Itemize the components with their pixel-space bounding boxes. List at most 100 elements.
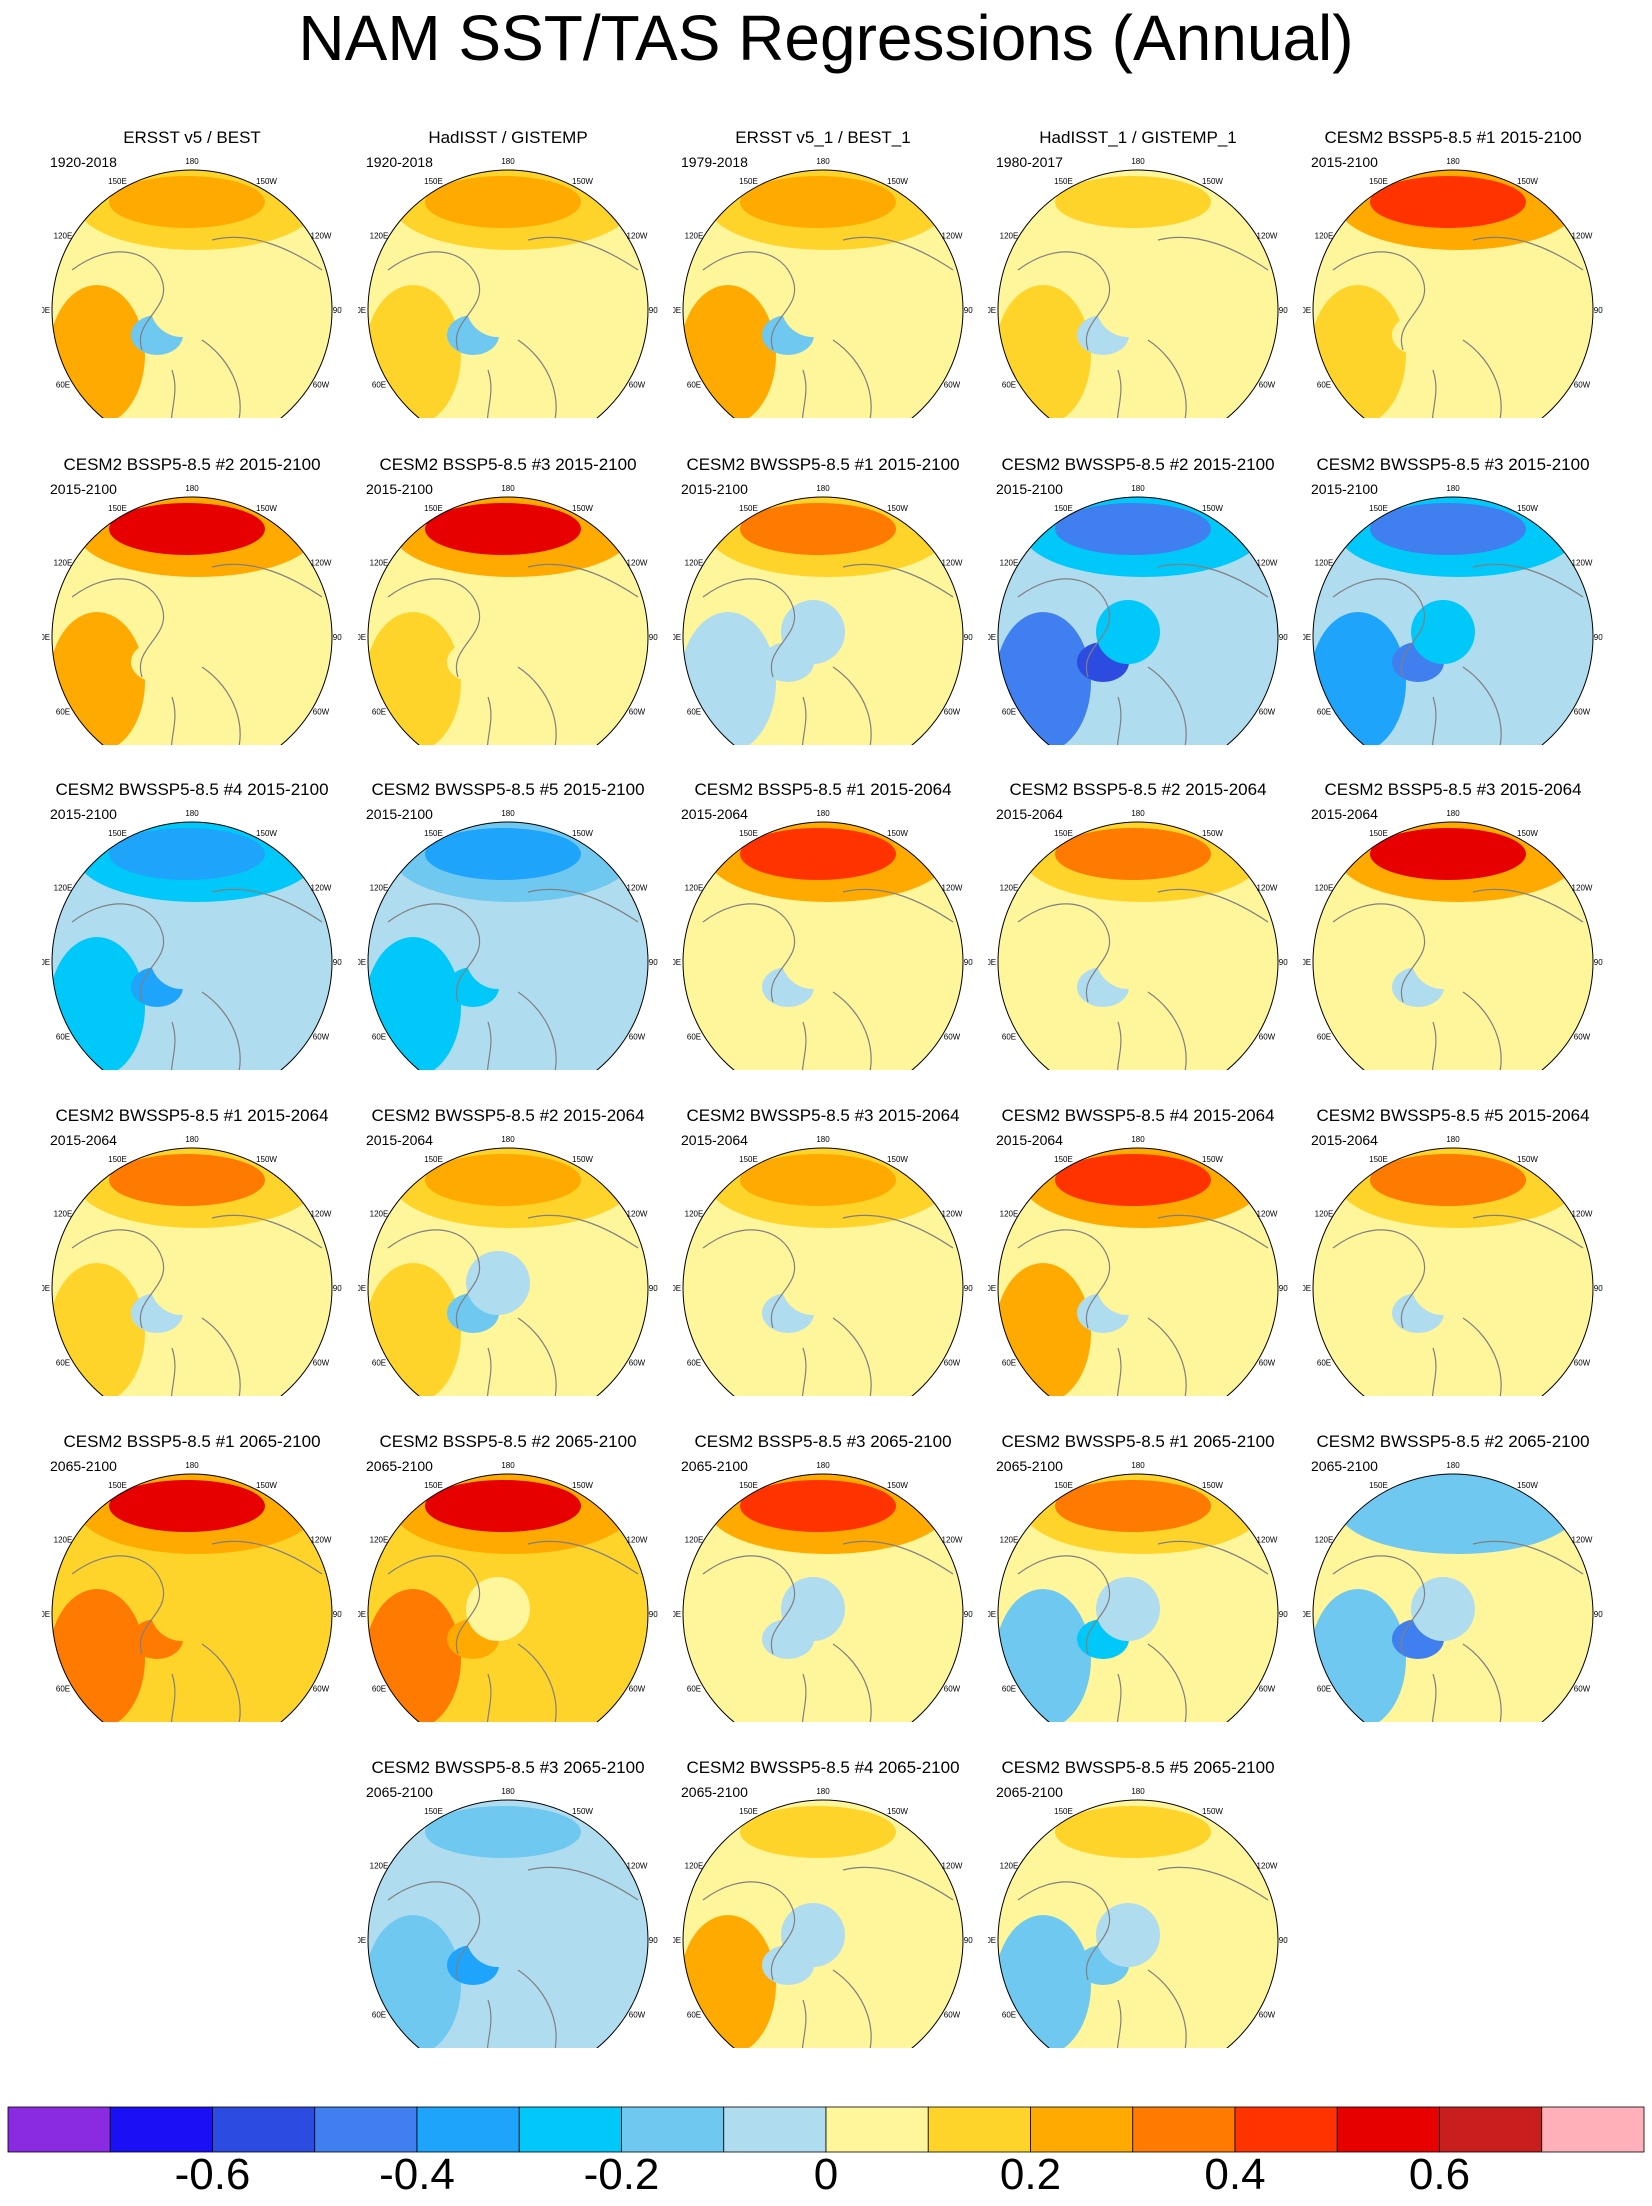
colorbar-swatch bbox=[621, 2106, 725, 2153]
longitude-label: 180 bbox=[816, 484, 830, 493]
longitude-label: 90E bbox=[1303, 633, 1311, 642]
longitude-label: 60E bbox=[1317, 1359, 1331, 1368]
chart-title: NAM SST/TAS Regressions (Annual) bbox=[298, 2, 1354, 74]
arctic-field bbox=[781, 1577, 845, 1641]
longitude-label: 60W bbox=[629, 2011, 646, 2020]
longitude-label: 60W bbox=[1574, 1359, 1591, 1368]
longitude-label: 180 bbox=[1131, 809, 1145, 818]
polar-map: 030E60E90E120E150E180150W120W90W60W30W bbox=[988, 157, 1288, 418]
longitude-label: 120E bbox=[1315, 884, 1334, 893]
pacific-core-field bbox=[1055, 503, 1211, 555]
arctic-field bbox=[1411, 600, 1475, 664]
panel-title: CESM2 BWSSP5-8.5 #4 2015-2100 bbox=[55, 780, 329, 799]
longitude-label: 90W bbox=[649, 958, 658, 967]
panel-title: ERSST v5 / BEST bbox=[123, 128, 261, 147]
longitude-label: 90E bbox=[358, 1610, 366, 1619]
panel-title: CESM2 BSSP5-8.5 #1 2015-2100 bbox=[1324, 128, 1582, 147]
longitude-label: 180 bbox=[501, 1461, 515, 1470]
longitude-label: 60E bbox=[372, 1359, 386, 1368]
longitude-label: 150W bbox=[887, 504, 908, 513]
longitude-label: 60W bbox=[944, 1685, 961, 1694]
coastline bbox=[71, 563, 323, 745]
polar-map: 030E60E90E120E150E180150W120W90W60W30W bbox=[358, 157, 658, 418]
longitude-label: 90E bbox=[673, 958, 681, 967]
longitude-label: 90E bbox=[1303, 1284, 1311, 1293]
longitude-label: 150E bbox=[424, 1807, 443, 1816]
longitude-label: 150W bbox=[572, 1155, 593, 1164]
panel-period: 2015-2100 bbox=[1311, 481, 1378, 497]
longitude-label: 90E bbox=[358, 633, 366, 642]
map-panel: CESM2 BWSSP5-8.5 #5 2015-2064030E60E90E1… bbox=[1303, 1106, 1603, 1396]
colorbar-swatch bbox=[1234, 2106, 1338, 2153]
longitude-label: 120E bbox=[370, 232, 389, 241]
longitude-label: 120W bbox=[1257, 1862, 1278, 1871]
longitude-label: 150W bbox=[572, 177, 593, 186]
map-boundary bbox=[51, 1147, 333, 1396]
pacific-core-field bbox=[425, 1806, 581, 1858]
longitude-label: 60W bbox=[1259, 381, 1276, 390]
longitude-label: 120W bbox=[311, 884, 332, 893]
longitude-label: 180 bbox=[1131, 157, 1145, 166]
coastline bbox=[1332, 1540, 1584, 1722]
map-panel: CESM2 BWSSP5-8.5 #4 2015-2064030E60E90E1… bbox=[988, 1106, 1288, 1396]
coastline bbox=[702, 1540, 954, 1722]
longitude-label: 150W bbox=[887, 1807, 908, 1816]
longitude-label: 120W bbox=[942, 559, 963, 568]
panel-period: 2015-2064 bbox=[50, 1132, 117, 1148]
longitude-label: 120E bbox=[54, 884, 73, 893]
longitude-label: 60W bbox=[313, 1359, 330, 1368]
polar-map: 030E60E90E120E150E180150W120W90W60W30W bbox=[673, 157, 973, 418]
coastline bbox=[1017, 236, 1269, 418]
longitude-label: 150E bbox=[739, 829, 758, 838]
panel-period: 2015-2064 bbox=[366, 1132, 433, 1148]
map-boundary bbox=[997, 1799, 1279, 2048]
longitude-label: 90W bbox=[964, 1610, 973, 1619]
polar-map: 030E60E90E120E150E180150W120W90W60W30W bbox=[42, 484, 342, 745]
longitude-label: 60E bbox=[687, 1359, 701, 1368]
longitude-label: 120E bbox=[370, 559, 389, 568]
longitude-label: 90E bbox=[1303, 1610, 1311, 1619]
arctic-field bbox=[150, 1251, 214, 1315]
pacific-core-field bbox=[425, 828, 581, 880]
map-panel: CESM2 BSSP5-8.5 #1 2015-2100030E60E90E12… bbox=[1303, 128, 1603, 418]
polar-map: 030E60E90E120E150E180150W120W90W60W30W bbox=[358, 1787, 658, 2048]
longitude-label: 120E bbox=[54, 559, 73, 568]
pacific-core-field bbox=[740, 503, 896, 555]
longitude-label: 60E bbox=[1002, 381, 1016, 390]
longitude-label: 150E bbox=[1054, 177, 1073, 186]
longitude-label: 90W bbox=[649, 1936, 658, 1945]
colorbar-tick-label: -0.4 bbox=[379, 2150, 455, 2199]
longitude-label: 150W bbox=[1517, 1481, 1538, 1490]
arctic-field bbox=[150, 600, 214, 664]
arctic-field bbox=[1411, 1577, 1475, 1641]
panel-title: CESM2 BSSP5-8.5 #3 2015-2064 bbox=[1324, 780, 1582, 799]
longitude-label: 150W bbox=[572, 504, 593, 513]
longitude-label: 60E bbox=[687, 381, 701, 390]
longitude-label: 90W bbox=[964, 633, 973, 642]
longitude-label: 120W bbox=[1572, 884, 1593, 893]
map-boundary bbox=[367, 1147, 649, 1396]
panel-title: CESM2 BWSSP5-8.5 #2 2015-2100 bbox=[1001, 455, 1275, 474]
longitude-label: 60W bbox=[1259, 708, 1276, 717]
longitude-label: 150E bbox=[424, 1481, 443, 1490]
arctic-field bbox=[466, 600, 530, 664]
longitude-label: 180 bbox=[1446, 1461, 1460, 1470]
longitude-label: 150E bbox=[108, 829, 127, 838]
longitude-label: 60W bbox=[1259, 1685, 1276, 1694]
panel-period: 2015-2064 bbox=[1311, 1132, 1378, 1148]
longitude-label: 60E bbox=[1317, 708, 1331, 717]
map-boundary bbox=[997, 1147, 1279, 1396]
longitude-label: 120E bbox=[1000, 1536, 1019, 1545]
longitude-label: 120W bbox=[1257, 1536, 1278, 1545]
panel-period: 2065-2100 bbox=[50, 1458, 117, 1474]
longitude-label: 180 bbox=[1131, 1787, 1145, 1796]
longitude-label: 120E bbox=[1315, 559, 1334, 568]
coastline bbox=[1332, 563, 1584, 745]
panel-period: 2015-2064 bbox=[681, 806, 748, 822]
panel-period: 2065-2100 bbox=[366, 1784, 433, 1800]
longitude-label: 120E bbox=[370, 1862, 389, 1871]
coastline bbox=[387, 888, 639, 1070]
longitude-label: 150W bbox=[1517, 504, 1538, 513]
longitude-label: 60W bbox=[1574, 1685, 1591, 1694]
panel-title: CESM2 BWSSP5-8.5 #3 2015-2064 bbox=[686, 1106, 960, 1125]
